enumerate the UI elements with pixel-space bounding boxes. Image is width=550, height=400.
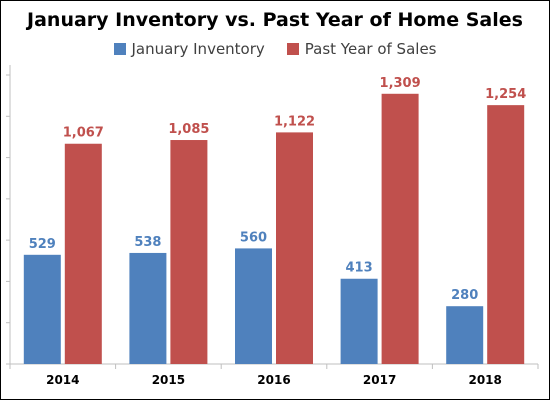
bar-sales	[170, 140, 208, 364]
data-label-inventory: 560	[240, 230, 267, 245]
legend-label-sales: Past Year of Sales	[304, 40, 437, 58]
x-tick-label: 2014	[46, 373, 79, 387]
bar-inventory	[23, 254, 61, 364]
bar-sales	[487, 105, 525, 364]
data-label-sales: 1,067	[63, 126, 104, 141]
bar-sales	[276, 132, 313, 364]
chart-title: January Inventory vs. Past Year of Home …	[27, 9, 523, 31]
legend-item-inventory: January Inventory	[113, 40, 265, 58]
data-label-inventory: 413	[346, 261, 373, 276]
data-label-sales: 1,122	[274, 114, 315, 129]
bar-inventory	[446, 306, 484, 364]
data-label-inventory: 529	[29, 237, 56, 252]
legend-label-inventory: January Inventory	[131, 40, 265, 58]
data-label-inventory: 280	[451, 288, 478, 303]
x-tick-label: 2015	[152, 373, 185, 387]
bar-sales	[381, 93, 419, 364]
x-tick-label: 2018	[468, 373, 501, 387]
legend-swatch-inventory	[113, 43, 126, 55]
bar-inventory	[235, 248, 272, 364]
x-tick-label: 2016	[257, 373, 290, 387]
data-label-sales: 1,309	[380, 76, 421, 91]
x-tick-label: 2017	[363, 373, 396, 387]
bar-inventory	[340, 278, 378, 364]
chart-legend: January Inventory Past Year of Sales	[0, 40, 550, 58]
data-label-sales: 1,254	[485, 87, 526, 102]
legend-swatch-sales	[286, 43, 299, 55]
bar-inventory	[129, 252, 167, 364]
legend-item-sales: Past Year of Sales	[286, 40, 437, 58]
data-label-inventory: 538	[134, 235, 161, 250]
data-label-sales: 1,085	[168, 122, 209, 137]
bar-sales	[64, 143, 102, 364]
